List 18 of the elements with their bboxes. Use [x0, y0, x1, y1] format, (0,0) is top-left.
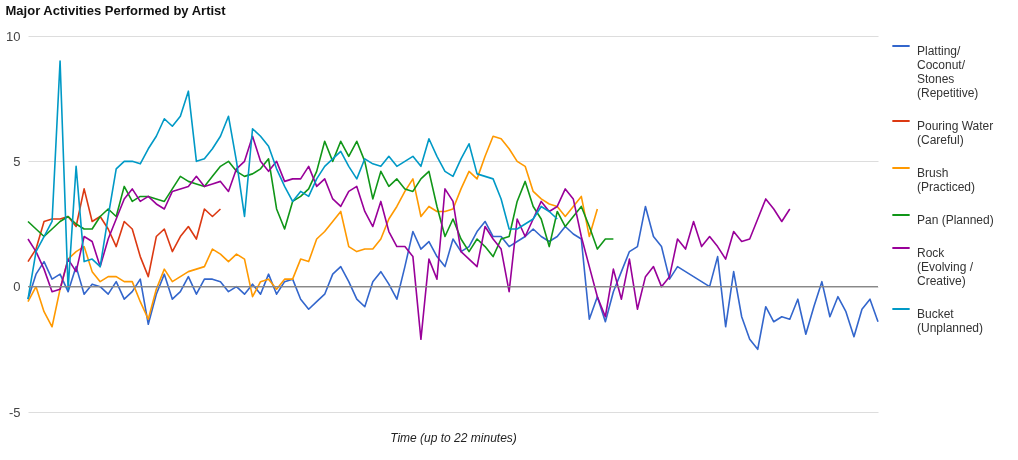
legend-label: Pouring Water (Careful) — [917, 119, 994, 147]
legend-label: Platting/ Coconut/ Stones (Repetitive) — [917, 44, 979, 100]
y-tick-label: -5 — [8, 404, 21, 420]
line-series — [27, 135, 599, 328]
line-series — [27, 205, 879, 351]
legend-label: Brush (Practiced) — [917, 166, 976, 194]
line-series — [27, 188, 222, 278]
line-series — [27, 135, 791, 341]
line-series — [27, 60, 559, 300]
y-tick-label: 5 — [13, 153, 21, 169]
line-series — [27, 140, 615, 258]
chart-title: Major Activities Performed by Artist — [5, 3, 227, 18]
y-tick-label: 0 — [13, 279, 21, 295]
x-axis-title: Time (up to 22 minutes) — [390, 430, 517, 445]
y-tick-label: 10 — [6, 28, 21, 44]
legend-label: Rock (Evolving / Creative) — [917, 246, 974, 288]
legend-label: Bucket (Unplanned) — [917, 307, 984, 335]
legend-label: Pan (Planned) — [917, 213, 994, 227]
